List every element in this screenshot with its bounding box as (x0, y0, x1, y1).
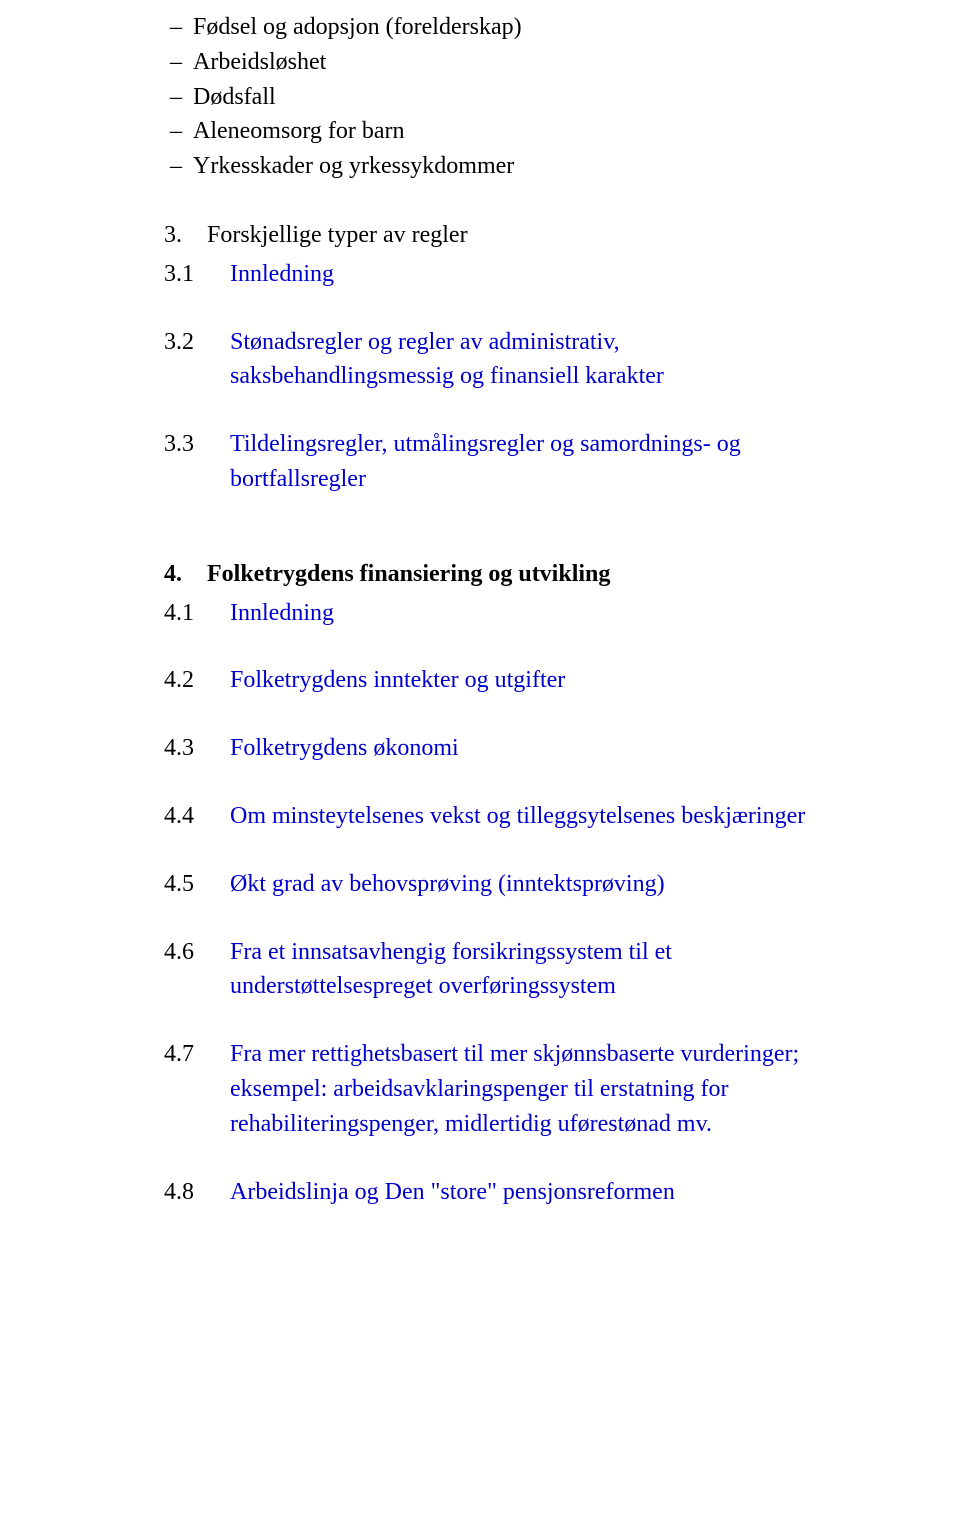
entry-number: 3.1 (164, 257, 230, 292)
toc-entry-4-2: 4.2 Folketrygdens inntekter og utgifter (164, 663, 844, 698)
section-number: 3. (164, 218, 201, 253)
toc-entry-4-5: 4.5 Økt grad av behovsprøving (inntektsp… (164, 867, 844, 902)
entry-number: 3.2 (164, 325, 230, 360)
list-item: – Fødsel og adopsjon (forelderskap) (164, 10, 844, 45)
page: – Fødsel og adopsjon (forelderskap) – Ar… (0, 0, 960, 1517)
entry-title: Innledning (230, 596, 844, 631)
dash-icon: – (170, 10, 193, 45)
section-4-heading: 4. Folketrygdens finansiering og utvikli… (164, 557, 844, 592)
toc-entry-4-8: 4.8 Arbeidslinja og Den "store" pensjons… (164, 1175, 844, 1210)
section-number: 4. (164, 557, 201, 592)
toc-entry-4-1: 4.1 Innledning (164, 596, 844, 631)
toc-entry-3-1: 3.1 Innledning (164, 257, 844, 292)
entry-title: Innledning (230, 257, 844, 292)
section-title: Folketrygdens finansiering og utvikling (207, 561, 610, 587)
entry-number: 4.8 (164, 1175, 230, 1210)
dash-list: – Fødsel og adopsjon (forelderskap) – Ar… (164, 10, 844, 184)
toc-entry-4-7: 4.7 Fra mer rettighetsbasert til mer skj… (164, 1037, 844, 1141)
list-item-text: Dødsfall (193, 80, 844, 115)
toc-entry-4-3: 4.3 Folketrygdens økonomi (164, 731, 844, 766)
entry-title: Økt grad av behovsprøving (inntektsprøvi… (230, 867, 844, 902)
entry-title: Folketrygdens inntekter og utgifter (230, 663, 844, 698)
section-title: Forskjellige typer av regler (207, 222, 468, 248)
list-item-text: Yrkesskader og yrkessykdommer (193, 149, 844, 184)
entry-title: Fra mer rettighetsbasert til mer skjønns… (230, 1037, 844, 1141)
entry-number: 4.1 (164, 596, 230, 631)
list-item-text: Fødsel og adopsjon (forelderskap) (193, 10, 844, 45)
entry-number: 4.5 (164, 867, 230, 902)
entry-title: Folketrygdens økonomi (230, 731, 844, 766)
entry-number: 4.4 (164, 799, 230, 834)
entry-number: 3.3 (164, 427, 230, 462)
list-item-text: Arbeidsløshet (193, 45, 844, 80)
entry-number: 4.6 (164, 935, 230, 970)
entry-title: Fra et innsatsavhengig forsikringssystem… (230, 935, 844, 1005)
dash-icon: – (170, 149, 193, 184)
dash-icon: – (170, 45, 193, 80)
entry-title: Stønadsregler og regler av administrativ… (230, 325, 844, 395)
list-item: – Arbeidsløshet (164, 45, 844, 80)
toc-entry-4-6: 4.6 Fra et innsatsavhengig forsikringssy… (164, 935, 844, 1005)
list-item: – Yrkesskader og yrkessykdommer (164, 149, 844, 184)
section-3-heading: 3. Forskjellige typer av regler (164, 218, 844, 253)
list-item-text: Aleneomsorg for barn (193, 114, 844, 149)
toc-entry-3-2: 3.2 Stønadsregler og regler av administr… (164, 325, 844, 395)
dash-icon: – (170, 114, 193, 149)
entry-title: Om minsteytelsenes vekst og tilleggsytel… (230, 799, 844, 834)
entry-number: 4.3 (164, 731, 230, 766)
dash-icon: – (170, 80, 193, 115)
toc-entry-3-3: 3.3 Tildelingsregler, utmålingsregler og… (164, 427, 844, 497)
entry-title: Arbeidslinja og Den "store" pensjonsrefo… (230, 1175, 844, 1210)
list-item: – Aleneomsorg for barn (164, 114, 844, 149)
entry-number: 4.2 (164, 663, 230, 698)
entry-number: 4.7 (164, 1037, 230, 1072)
entry-title: Tildelingsregler, utmålingsregler og sam… (230, 427, 844, 497)
toc-entry-4-4: 4.4 Om minsteytelsenes vekst og tilleggs… (164, 799, 844, 834)
list-item: – Dødsfall (164, 80, 844, 115)
